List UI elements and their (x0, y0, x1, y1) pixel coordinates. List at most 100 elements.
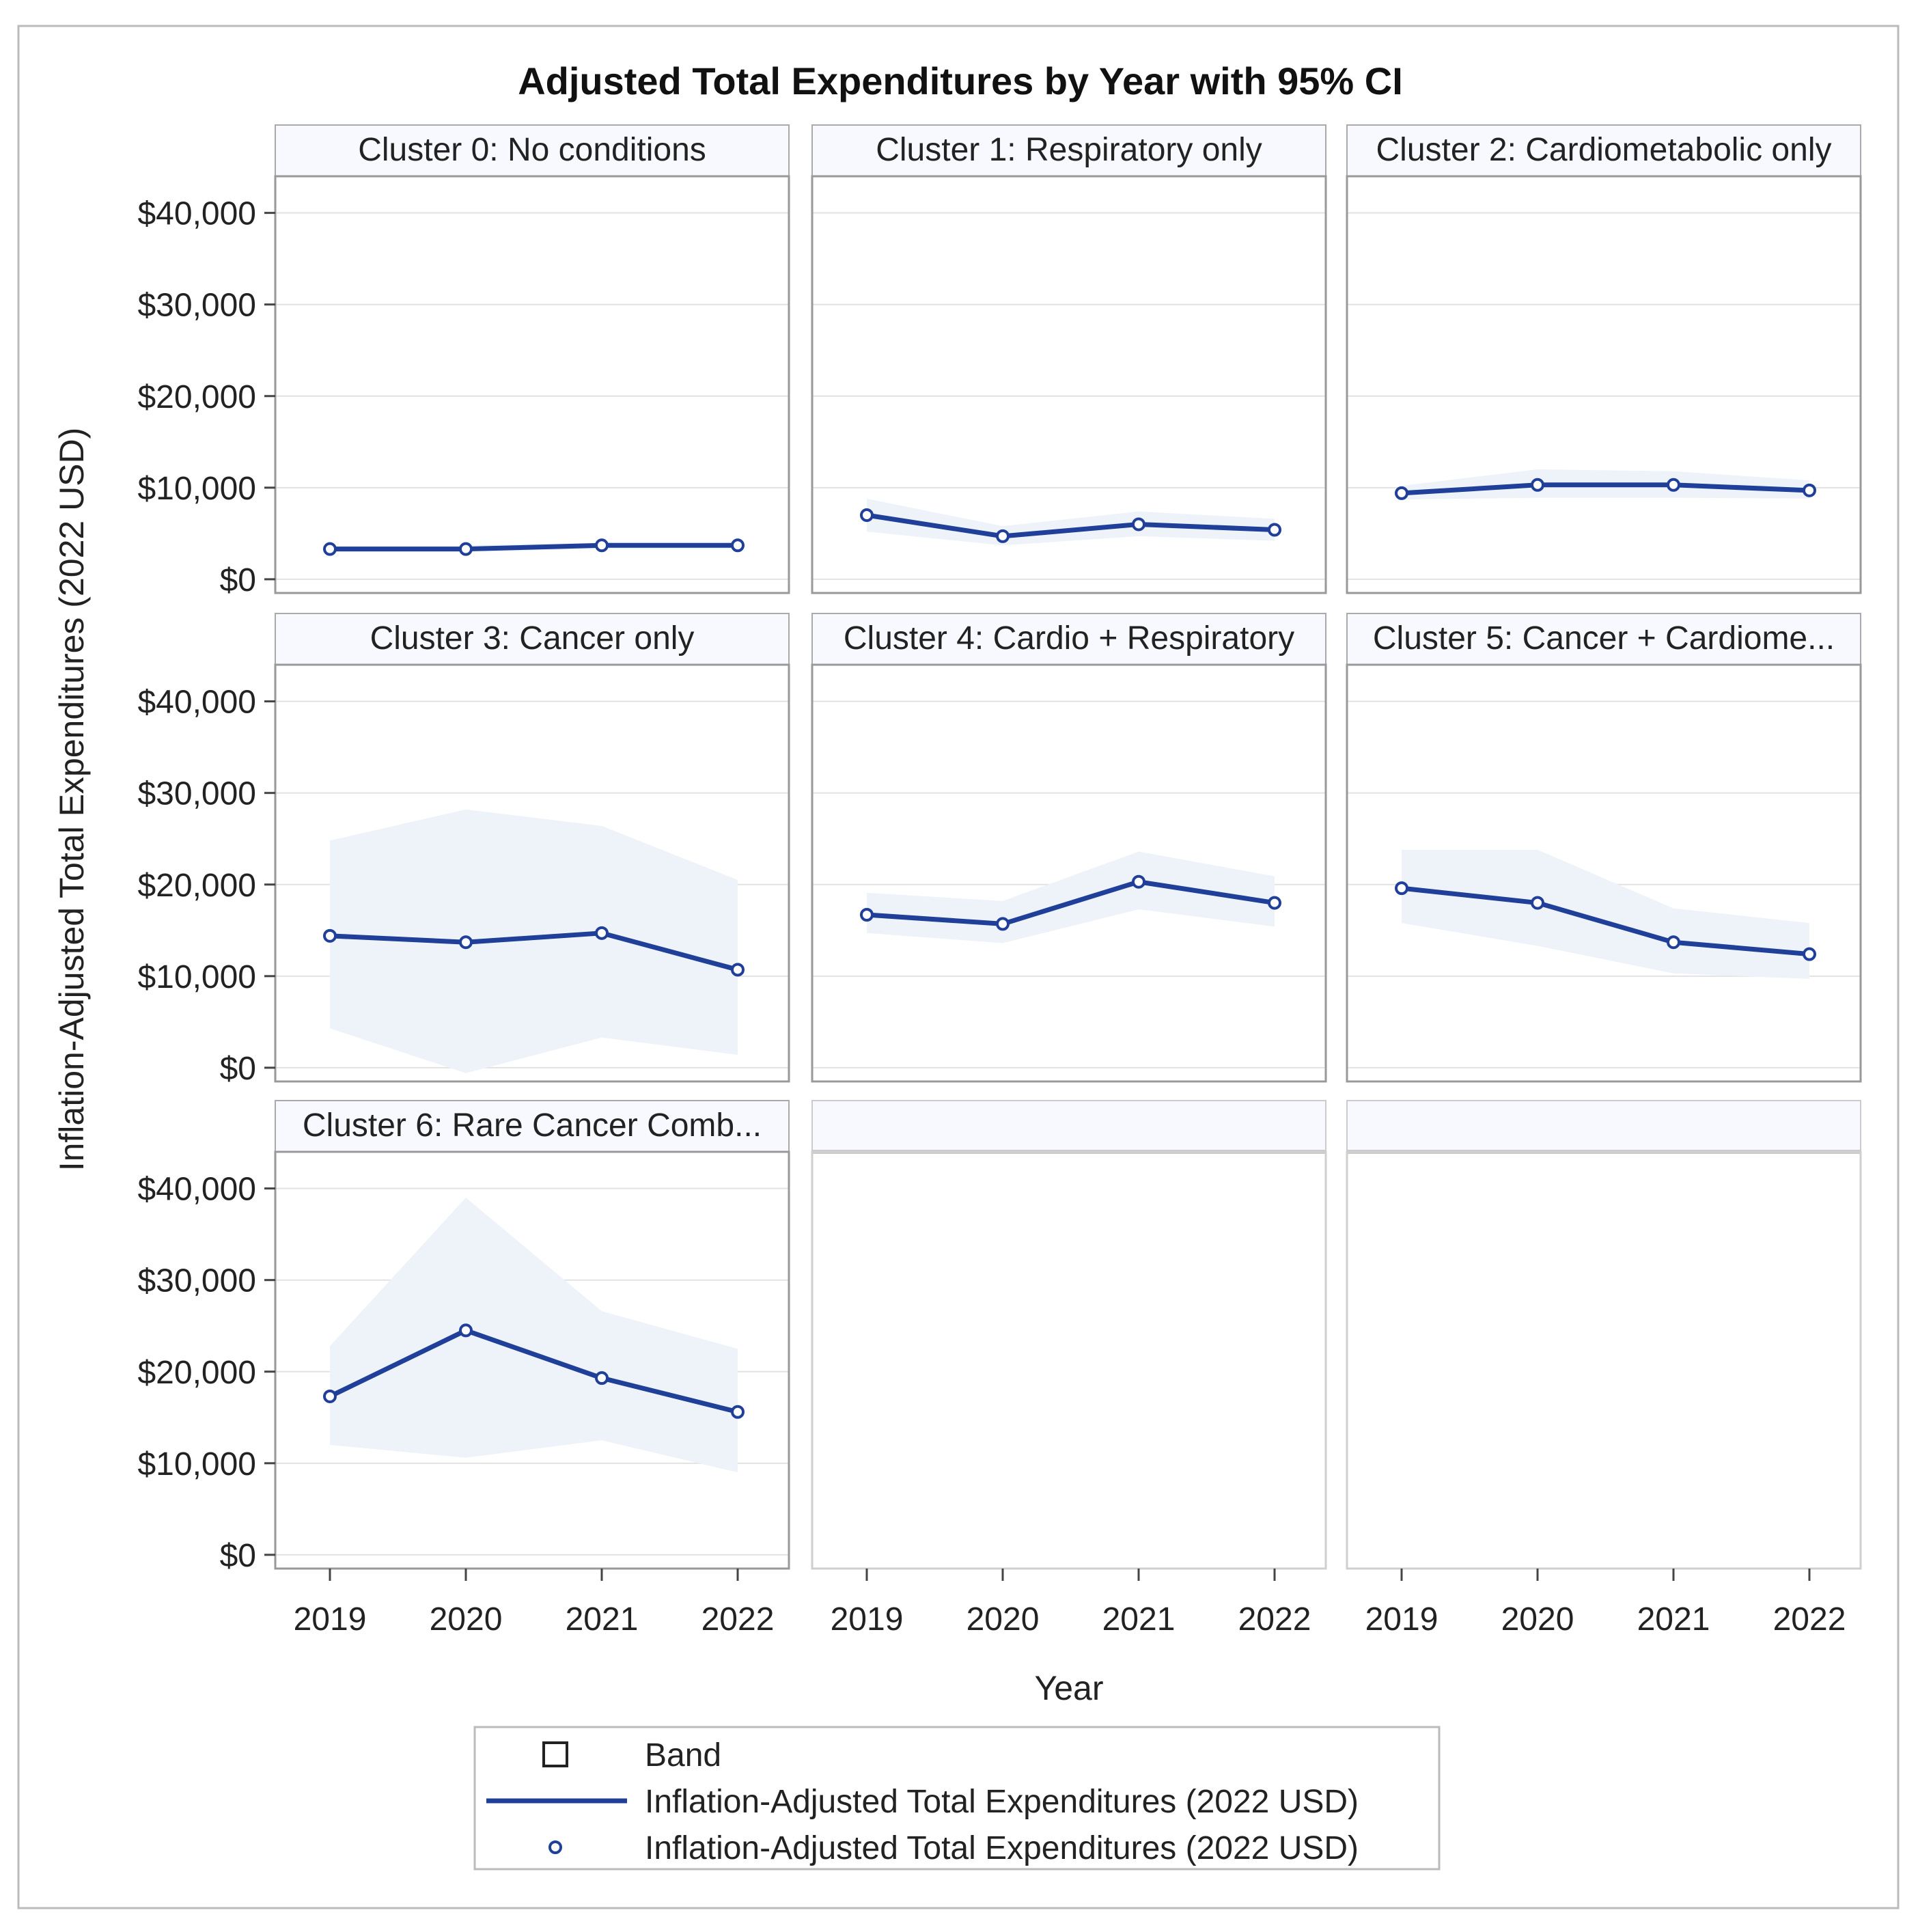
panel-frame (1346, 1150, 1862, 1570)
data-point (1132, 874, 1145, 889)
y-tick-label: $20,000 (137, 1355, 256, 1391)
legend-frame (473, 1726, 1441, 1871)
panel-title: Cluster 3: Cancer only (370, 620, 695, 657)
y-tick-label: $40,000 (137, 685, 256, 721)
data-point (1531, 478, 1544, 492)
series-line (1401, 885, 1810, 957)
data-point (731, 538, 745, 553)
data-point (1803, 947, 1816, 961)
series-line (866, 512, 1275, 539)
x-axis-label: Year (1034, 1669, 1103, 1707)
panel-title: Cluster 5: Cancer + Cardiome... (1373, 620, 1835, 657)
y-axis-label: Inflation-Adjusted Total Expenditures (2… (53, 428, 91, 1172)
panel-2: Cluster 2: Cardiometabolic only (1346, 124, 1862, 594)
data-point (595, 1371, 609, 1385)
y-tick-label: $10,000 (137, 1446, 256, 1482)
panel-frame (1346, 663, 1862, 1083)
panel-title: Cluster 6: Rare Cancer Comb... (303, 1107, 762, 1144)
panel-header (1346, 124, 1861, 177)
legend-label: Inflation-Adjusted Total Expenditures (2… (645, 1830, 1359, 1866)
data-point (860, 508, 874, 523)
x-tick-label: 2019 (831, 1601, 904, 1638)
panel-header (275, 613, 790, 665)
panel-header (275, 124, 790, 177)
y-tick-label: $30,000 (137, 776, 256, 812)
data-point (1395, 486, 1408, 500)
panel-3: Cluster 3: Cancer only $40,000 $30,000 $20,… (137, 613, 790, 1087)
y-tick-label: $20,000 (137, 379, 256, 415)
x-tick-label: 2020 (1501, 1601, 1574, 1638)
legend-marker-swatch (548, 1840, 562, 1854)
data-point (731, 963, 745, 977)
panel-title: Cluster 2: Cardiometabolic only (1376, 132, 1832, 168)
panel-header (811, 1100, 1326, 1153)
y-tick-label: $30,000 (137, 288, 256, 324)
series-line (330, 542, 738, 552)
data-point (731, 1405, 745, 1419)
data-point (860, 908, 874, 922)
panel-6: Cluster 6: Rare Cancer Comb... $40,000 $30… (137, 1100, 790, 1574)
panel-1: Cluster 1: Respiratory only (811, 124, 1327, 594)
data-point (595, 538, 609, 553)
panel-7 (811, 1100, 1327, 1570)
series-line (329, 930, 738, 972)
panel-title: Cluster 1: Respiratory only (876, 132, 1262, 168)
series-line (329, 1327, 738, 1415)
x-tick-label: 2022 (1773, 1601, 1846, 1638)
series-line (866, 879, 1275, 926)
data-point (323, 1389, 337, 1403)
panel-title: Cluster 4: Cardio + Respiratory (844, 620, 1294, 657)
x-tick-label: 2021 (566, 1601, 639, 1638)
data-point (1531, 896, 1544, 910)
ci-band (867, 498, 1275, 546)
y-tick-label: $40,000 (137, 1172, 256, 1208)
x-tick-label: 2019 (294, 1601, 367, 1638)
y-tick-label: $40,000 (137, 196, 256, 232)
data-point (1268, 896, 1281, 910)
data-point (1132, 517, 1145, 532)
panel-frame (811, 175, 1327, 594)
legend-band-swatch (542, 1741, 568, 1767)
panel-title: Cluster 0: No conditions (358, 132, 706, 168)
panel-frame (811, 663, 1327, 1083)
panel-4: Cluster 4: Cardio + Respiratory (811, 613, 1327, 1083)
series-line (1401, 482, 1810, 496)
data-point (1667, 935, 1680, 950)
panel-header (811, 613, 1326, 665)
x-axis: 2019 2020 2021 2022 2019 2020 2021 2022 2019 2020… (294, 1569, 1846, 1638)
y-tick-label: $0 (220, 1051, 256, 1087)
x-tick-label: 2022 (1238, 1601, 1311, 1638)
data-point (996, 529, 1010, 543)
legend: Band Inflation-Adjusted Total Expenditure… (473, 1726, 1441, 1871)
panel-header (1346, 1100, 1861, 1153)
panel-header (1346, 613, 1861, 665)
panel-0: Cluster 0: No conditions $40,000 $30,000 $2… (137, 124, 790, 598)
data-point (323, 542, 337, 556)
panel-5: Cluster 5: Cancer + Cardiome... (1346, 613, 1862, 1083)
panel-frame (274, 175, 790, 594)
y-tick-label: $0 (220, 1538, 256, 1574)
y-tick-label: $30,000 (137, 1263, 256, 1299)
panel-header (275, 1100, 790, 1153)
data-point (1667, 478, 1680, 492)
panel-frame (811, 1150, 1327, 1570)
x-tick-label: 2022 (701, 1601, 775, 1638)
x-tick-label: 2020 (430, 1601, 503, 1638)
x-tick-label: 2019 (1365, 1601, 1438, 1638)
x-tick-label: 2021 (1102, 1601, 1176, 1638)
data-point (1803, 483, 1816, 497)
ci-band (330, 809, 738, 1073)
data-point (459, 935, 473, 950)
data-point (459, 542, 473, 556)
y-tick-label: $0 (220, 562, 256, 598)
panels-layer: Cluster 0: No conditions $40,000 $30,000 $2… (137, 124, 1862, 1574)
x-tick-label: 2021 (1637, 1601, 1710, 1638)
data-point (1395, 881, 1408, 896)
data-point (1268, 523, 1281, 537)
y-tick-label: $10,000 (137, 959, 256, 995)
panel-8 (1346, 1100, 1862, 1570)
legend-label: Inflation-Adjusted Total Expenditures (2… (645, 1784, 1359, 1820)
panel-frame (274, 1150, 790, 1570)
data-point (323, 928, 337, 943)
